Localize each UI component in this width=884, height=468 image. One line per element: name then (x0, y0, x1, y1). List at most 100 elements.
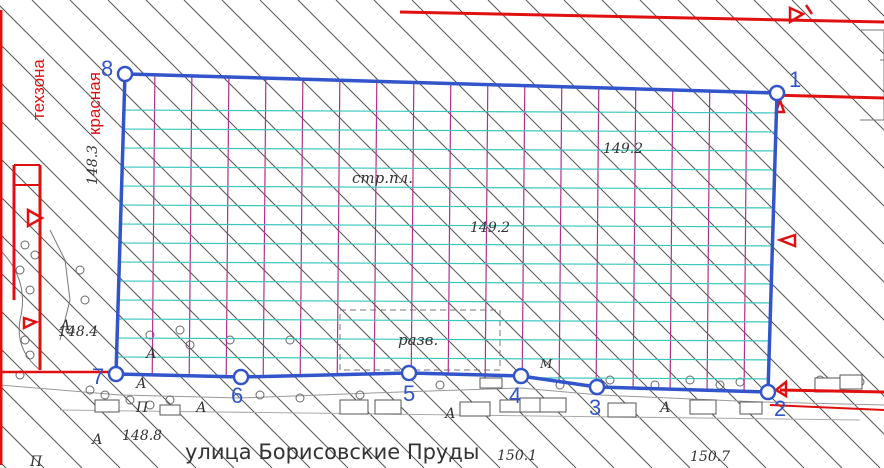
topo-marker (355, 390, 365, 400)
topo-marker (145, 400, 155, 410)
grid-line-vertical (632, 74, 637, 392)
grid-line-horizontal (116, 280, 777, 285)
hatch-line (867, 0, 884, 17)
vertex-label: 7 (92, 364, 104, 389)
grid-line-vertical (373, 74, 378, 392)
letter-a: А (444, 406, 456, 422)
hatch-line (0, 347, 121, 468)
vertex-label: 5 (403, 381, 415, 406)
street-object (479, 377, 503, 389)
elevation-left: 148.4 (58, 324, 98, 340)
street-object (539, 397, 567, 413)
red-zone-label: красная (85, 72, 104, 135)
vertex-label: 3 (589, 395, 601, 420)
grid-line-horizontal (116, 356, 777, 361)
topo-marker (145, 330, 155, 340)
grid-line-vertical (706, 74, 711, 392)
hatch-line (0, 385, 83, 468)
grid-line-vertical (410, 74, 415, 392)
hatch-line (563, 0, 884, 321)
vertex-label: 8 (101, 56, 113, 81)
letter-a: А (145, 346, 157, 362)
street-object (94, 399, 120, 413)
topo-marker (175, 325, 185, 335)
street-object (607, 402, 637, 418)
grid-line-vertical (262, 74, 267, 392)
excavation-label: разв. (398, 331, 438, 349)
elevation-bottom-right: 150.7 (690, 449, 730, 465)
grid-line-vertical (225, 74, 230, 392)
grid-line-vertical (447, 74, 452, 392)
topo-marker (20, 335, 30, 345)
topo-marker (605, 375, 615, 385)
grid-line-vertical (669, 74, 674, 392)
grid-line-vertical (743, 74, 748, 392)
elevation-bottom-left: 148.8 (122, 428, 162, 444)
grid-line-vertical (558, 74, 563, 392)
topo-marker (125, 395, 135, 405)
letter-a: А (59, 318, 71, 334)
hatch-line (107, 0, 577, 468)
hatch-line (677, 0, 884, 207)
street-objects (94, 374, 863, 418)
topo-marker (255, 390, 265, 400)
vertex-label: 4 (509, 383, 521, 408)
map-labels: техзона красная 148.3 149.2 149.2 стр.пл… (29, 59, 730, 468)
topo-marker (25, 285, 35, 295)
topo-marker (685, 375, 695, 385)
letter-a: А (135, 376, 147, 392)
elevation-bottom-center: 150.1 (497, 448, 537, 464)
grid-line-horizontal (116, 223, 777, 228)
hatch-line (487, 0, 884, 397)
topo-marker (100, 390, 110, 400)
topo-marker (85, 385, 95, 395)
hatch-line (525, 0, 884, 359)
grid-line-vertical (484, 74, 489, 392)
letter-a: А (91, 432, 103, 448)
grid-line-horizontal (116, 185, 777, 190)
topo-marker (25, 350, 35, 360)
vertex-marker (107, 365, 125, 383)
boundary-vertices (107, 65, 786, 401)
letter-a: А (195, 400, 207, 416)
grid-line-horizontal (116, 147, 777, 152)
letter-m: М (539, 357, 553, 371)
topo-marker (715, 380, 725, 390)
grid-line-horizontal (116, 299, 777, 304)
street-object (739, 401, 763, 415)
topo-marker (225, 335, 235, 345)
grid-line-vertical (521, 74, 526, 392)
topo-marker (165, 395, 175, 405)
topo-marker (65, 325, 75, 335)
street-name-label: улица Борисовские Пруды (185, 440, 479, 464)
street-object (689, 399, 717, 415)
grid-line-horizontal (116, 242, 777, 247)
hatch-line (0, 233, 235, 468)
hatch-line (0, 119, 349, 468)
vertex-marker (116, 65, 134, 83)
grid-line-vertical (151, 74, 156, 392)
techzone-label: техзона (29, 59, 48, 120)
grid-line-vertical (299, 74, 304, 392)
hatch-line (0, 271, 197, 468)
letter-p: П (135, 400, 149, 416)
letter-a: А (659, 400, 671, 416)
grid-line-horizontal (116, 204, 777, 209)
hatch-line (639, 0, 884, 245)
hatch-line (829, 0, 884, 55)
topo-marker (295, 393, 305, 403)
vertex-number-labels: 1 2 3 4 5 6 7 8 (92, 56, 801, 421)
topo-marker (285, 335, 295, 345)
topo-marker (75, 265, 85, 275)
grid-line-vertical (188, 74, 193, 392)
grid-line-horizontal (116, 337, 777, 342)
street-object (839, 374, 863, 390)
construction-site-label: стр.пл. (352, 169, 413, 187)
elevation-top-left: 148.3 (85, 145, 101, 185)
vertex-marker (512, 367, 530, 385)
elevation-center: 149.2 (470, 220, 510, 236)
hatch-line (601, 0, 884, 283)
grid-line-horizontal (116, 109, 777, 114)
